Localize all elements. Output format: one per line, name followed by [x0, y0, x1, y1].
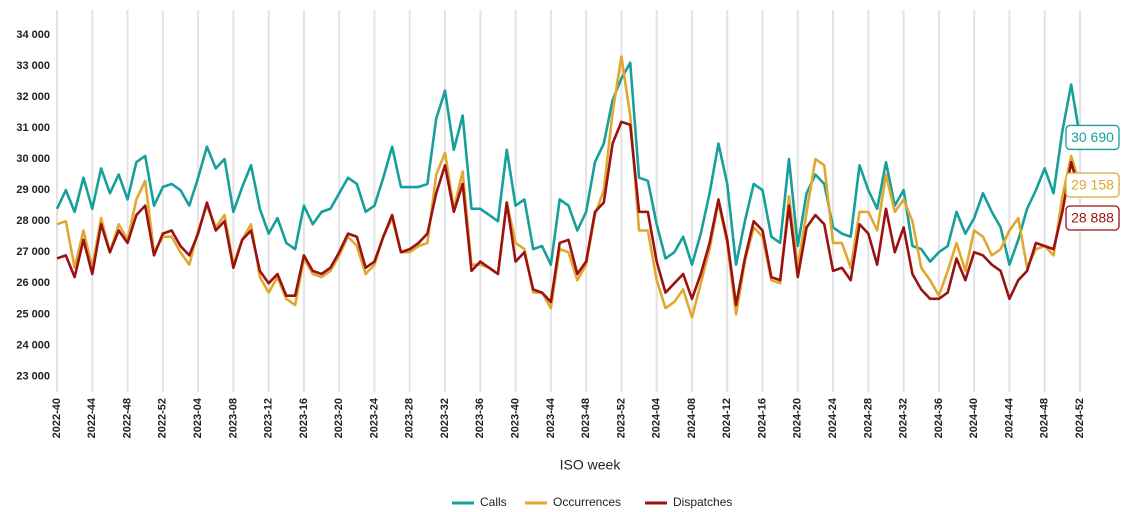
x-tick-label: 2024-20	[792, 398, 804, 438]
y-tick-label: 29 000	[16, 184, 50, 196]
x-tick-label: 2024-40	[968, 398, 980, 438]
x-tick-label: 2023-44	[545, 397, 557, 438]
x-tick-label: 2024-48	[1039, 398, 1051, 438]
x-tick-label: 2024-44	[1003, 397, 1015, 438]
end-label-box	[1065, 205, 1120, 231]
x-tick-label: 2023-04	[192, 397, 204, 438]
x-tick-label: 2023-12	[263, 398, 275, 438]
y-tick-label: 23 000	[16, 370, 50, 382]
x-tick-label: 2023-24	[368, 397, 380, 438]
x-tick-label: 2024-24	[827, 397, 839, 438]
x-tick-label: 2023-28	[404, 398, 416, 438]
legend-label: Occurrences	[553, 495, 621, 509]
y-tick-label: 32 000	[16, 91, 50, 103]
x-tick-label: 2023-48	[580, 398, 592, 438]
x-tick-label: 2023-16	[298, 398, 310, 438]
y-tick-label: 33 000	[16, 60, 50, 72]
end-label: 30 690	[1071, 129, 1114, 145]
end-label-box	[1065, 124, 1120, 151]
x-tick-label: 2023-08	[227, 398, 239, 438]
x-tick-label: 2022-44	[86, 397, 98, 438]
y-tick-label: 34 000	[16, 29, 50, 41]
y-tick-label: 30 000	[16, 153, 50, 165]
end-label-box	[1065, 172, 1120, 198]
series-line	[56, 120, 1082, 307]
x-axis-title: ISO week	[560, 457, 622, 473]
x-tick-label: 2024-12	[721, 398, 733, 438]
x-tick-label: 2022-52	[157, 398, 169, 438]
y-tick-label: 25 000	[16, 308, 50, 320]
x-tick-label: 2024-52	[1074, 398, 1086, 438]
y-tick-label: 28 000	[16, 215, 50, 227]
x-tick-label: 2024-36	[933, 398, 945, 438]
x-tick-label: 2023-40	[509, 398, 521, 438]
x-tick-label: 2024-08	[686, 398, 698, 438]
y-tick-label: 31 000	[16, 122, 50, 134]
x-tick-label: 2024-16	[756, 398, 768, 438]
series-line	[55, 61, 1082, 266]
y-tick-label: 27 000	[16, 246, 50, 258]
x-tick-label: 2022-48	[121, 398, 133, 438]
x-tick-label: 2024-32	[898, 398, 910, 438]
x-tick-label: 2023-52	[615, 398, 627, 438]
end-label: 29 158	[1071, 177, 1114, 193]
y-tick-label: 26 000	[16, 277, 50, 289]
x-tick-label: 2022-40	[51, 398, 63, 438]
legend-label: Dispatches	[673, 495, 732, 509]
series-line	[56, 55, 1082, 319]
x-tick-label: 2024-28	[862, 398, 874, 438]
x-tick-label: 2024-04	[651, 397, 663, 438]
y-tick-label: 24 000	[16, 339, 50, 351]
end-label: 28 888	[1071, 210, 1114, 226]
x-tick-label: 2023-36	[474, 398, 486, 438]
legend-label: Calls	[480, 495, 507, 509]
x-tick-label: 2023-32	[439, 398, 451, 438]
x-tick-label: 2023-20	[333, 398, 345, 438]
